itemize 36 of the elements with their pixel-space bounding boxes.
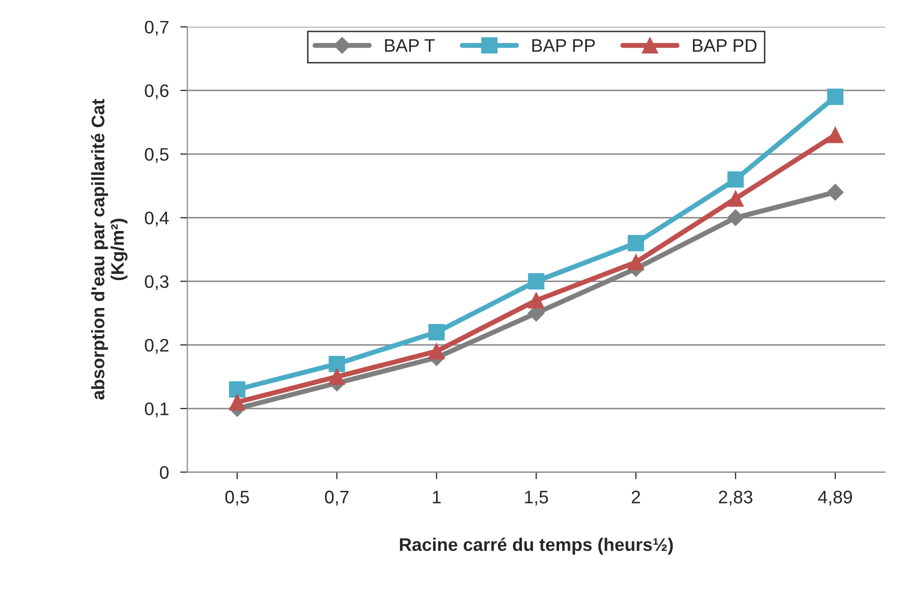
y-tick-label: 0,3 bbox=[144, 275, 168, 290]
legend-label: BAP T bbox=[385, 39, 435, 52]
y-tick-label: 0 bbox=[160, 466, 169, 479]
point bbox=[628, 254, 644, 270]
y-tick-label: 0,7 bbox=[144, 20, 168, 36]
point bbox=[827, 88, 844, 105]
x-tick-label: 4,89 bbox=[818, 490, 852, 506]
x-tick-label: 1,5 bbox=[525, 490, 548, 506]
point bbox=[428, 343, 445, 360]
point bbox=[727, 171, 744, 188]
x-tick-label: 2 bbox=[632, 490, 640, 504]
point bbox=[229, 394, 246, 410]
x-axis-title: Racine carré du temps (heurs½) bbox=[400, 538, 673, 555]
x-tick-label: 0,5 bbox=[225, 490, 249, 506]
y-tick-label: 0,5 bbox=[144, 148, 169, 163]
x-tick-label: 1 bbox=[432, 490, 441, 504]
point bbox=[328, 356, 346, 372]
point bbox=[328, 368, 346, 385]
point bbox=[628, 234, 644, 252]
y-axis-title: absorption d'eau par capillarité Cat (Kg/m²) bbox=[91, 99, 128, 400]
y-tick-label: 0,4 bbox=[144, 212, 169, 227]
point bbox=[727, 209, 744, 226]
legend-label: BAP PP bbox=[532, 39, 595, 52]
y-tick-label: 0,6 bbox=[144, 84, 168, 100]
point bbox=[229, 381, 246, 398]
point bbox=[528, 273, 544, 290]
y-tick-label: 0,2 bbox=[144, 338, 168, 354]
point bbox=[727, 190, 744, 207]
point bbox=[428, 324, 445, 340]
x-tick-label: 2,83 bbox=[718, 490, 752, 506]
y-tick-label: 0,1 bbox=[144, 402, 168, 418]
point bbox=[827, 126, 844, 144]
point bbox=[528, 292, 544, 309]
point bbox=[826, 184, 844, 201]
x-tick-label: 0,7 bbox=[325, 490, 348, 506]
legend-label: BAP PD bbox=[692, 39, 757, 52]
